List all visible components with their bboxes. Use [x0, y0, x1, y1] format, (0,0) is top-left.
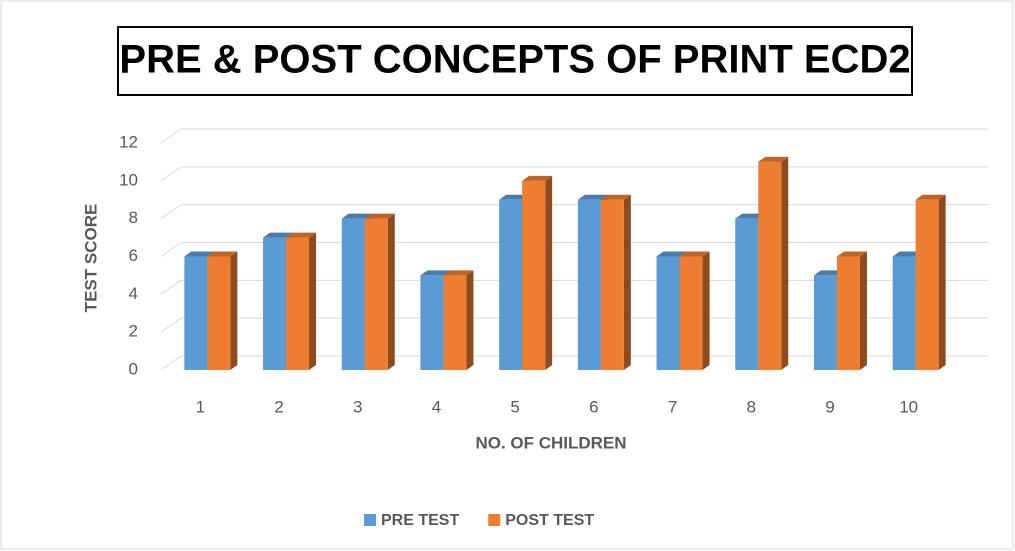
- bar: [679, 256, 703, 370]
- bar-top: [207, 251, 238, 257]
- bar: [600, 199, 624, 370]
- bar: [499, 199, 523, 370]
- grid-line-side: [160, 279, 182, 295]
- legend-swatch: [364, 514, 376, 526]
- bar: [263, 237, 287, 370]
- bar: [207, 256, 231, 370]
- chart-title: PRE & POST CONCEPTS OF PRINT ECD2: [119, 38, 910, 82]
- bar: [443, 275, 467, 370]
- x-tick-label: 4: [432, 397, 441, 416]
- bar-side: [859, 251, 867, 370]
- bar: [813, 275, 837, 370]
- grid-line-side: [160, 317, 182, 333]
- bar-top: [600, 194, 631, 200]
- y-axis-title: TEST SCORE: [81, 204, 100, 313]
- bar-top: [522, 175, 553, 181]
- x-axis-title: NO. OF CHILDREN: [475, 433, 626, 452]
- bar-side: [230, 251, 238, 370]
- bar-top: [915, 194, 946, 200]
- bar-side: [781, 156, 789, 370]
- y-tick-label: 2: [129, 322, 138, 341]
- bar-top: [758, 156, 789, 162]
- bar-side: [702, 251, 710, 370]
- bar-top: [184, 251, 215, 257]
- bar-side: [938, 194, 946, 370]
- x-tick-label: 8: [747, 397, 756, 416]
- bar: [892, 256, 916, 370]
- legend-label: PRE TEST: [381, 512, 459, 529]
- bar-side: [309, 232, 317, 370]
- grid-line-side: [160, 166, 182, 182]
- bar: [364, 218, 388, 370]
- bar-side: [387, 213, 395, 370]
- x-tick-label: 2: [274, 397, 283, 416]
- grid-line-side: [160, 355, 182, 371]
- bar: [184, 256, 208, 370]
- bar-top: [813, 270, 844, 276]
- x-tick-label: 7: [668, 397, 677, 416]
- x-tick-label: 3: [353, 397, 362, 416]
- legend-swatch: [488, 514, 501, 526]
- bar: [577, 199, 601, 370]
- bar-side: [466, 270, 474, 370]
- bar-top: [836, 251, 867, 257]
- y-tick-label: 10: [119, 170, 138, 189]
- bar: [735, 218, 759, 370]
- legend-label: POST TEST: [505, 512, 594, 529]
- bar-top: [341, 213, 372, 219]
- bar-top: [656, 251, 687, 257]
- bar-side: [545, 175, 553, 370]
- bar: [758, 161, 782, 370]
- grid-line-side: [160, 128, 182, 144]
- x-tick-label: 10: [899, 397, 918, 416]
- bar: [522, 180, 546, 370]
- x-tick-label: 5: [510, 397, 519, 416]
- grid-line-side: [160, 242, 182, 257]
- bar-top: [443, 270, 474, 276]
- bar: [341, 218, 365, 370]
- bar-side: [623, 194, 631, 370]
- bar: [915, 199, 939, 370]
- bar-top: [499, 194, 530, 200]
- bar-top: [420, 270, 451, 276]
- x-tick-label: 1: [196, 397, 205, 416]
- title-box: [117, 26, 913, 96]
- grid-line-side: [160, 204, 182, 220]
- bar-top: [679, 251, 710, 257]
- bar: [836, 256, 860, 370]
- y-tick-label: 8: [129, 208, 138, 227]
- bar: [656, 256, 680, 370]
- y-tick-label: 4: [129, 284, 138, 303]
- y-tick-label: 0: [129, 359, 138, 378]
- bar-top: [577, 194, 608, 200]
- bar-top: [364, 213, 395, 219]
- y-tick-label: 12: [119, 132, 138, 151]
- x-tick-label: 6: [589, 397, 598, 416]
- y-tick-label: 6: [129, 246, 138, 265]
- bar-top: [892, 251, 923, 257]
- bar-top: [735, 213, 766, 219]
- bar-top: [286, 232, 317, 238]
- bar-top: [263, 232, 294, 238]
- bar: [420, 275, 444, 370]
- x-tick-label: 9: [825, 397, 834, 416]
- bar: [286, 237, 310, 370]
